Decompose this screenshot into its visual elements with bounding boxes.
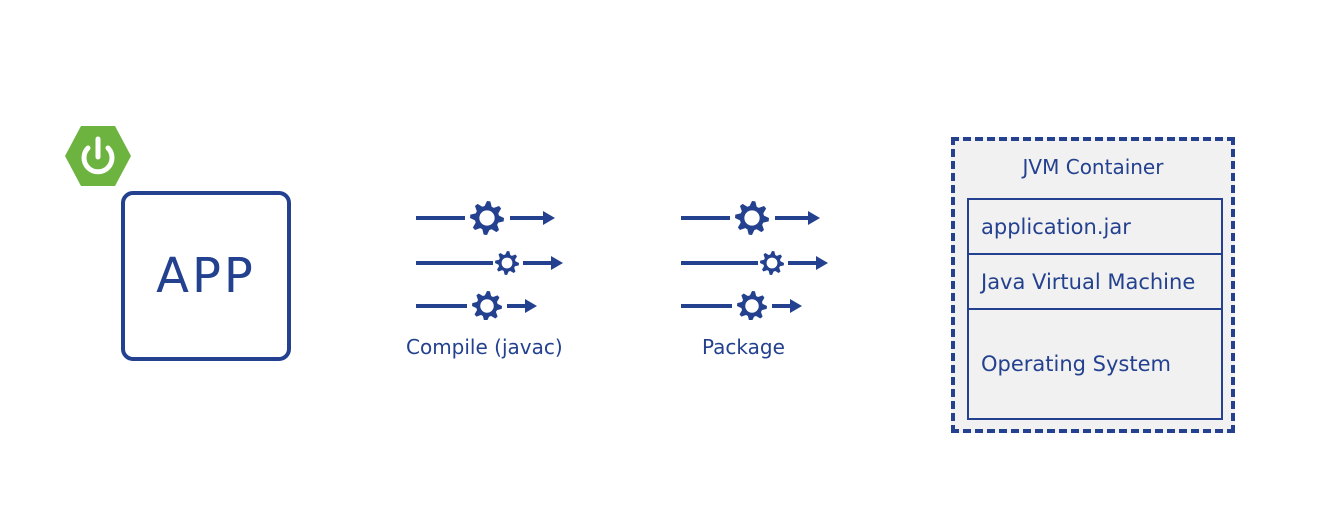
package-label: Package [702,335,785,359]
package-step [675,190,845,330]
layer-operating-system: Operating System [981,352,1171,376]
gear-arrow-row-3 [416,291,537,320]
gear-arrow-row-1 [681,201,820,235]
gear-arrow-row-2 [681,251,828,275]
jvm-container-title: JVM Container [1022,155,1164,179]
package-gears-icon [681,201,828,320]
compile-gears-icon [416,201,563,320]
gear-arrow-row-1 [416,201,555,235]
gear-arrow-row-3 [681,291,802,320]
compile-label: Compile (javac) [406,335,563,359]
spring-power-icon [64,124,132,188]
compile-step [410,190,580,330]
jvm-container: JVM Container application.jar Java Virtu… [951,137,1235,433]
layer-java-virtual-machine: Java Virtual Machine [969,255,1221,310]
gear-arrow-row-2 [416,251,563,275]
layer-application-jar: application.jar [969,200,1221,255]
jvm-layer-stack: application.jar Java Virtual Machine Ope… [967,198,1223,420]
app-label: APP [156,248,256,304]
app-box: APP [121,191,291,361]
